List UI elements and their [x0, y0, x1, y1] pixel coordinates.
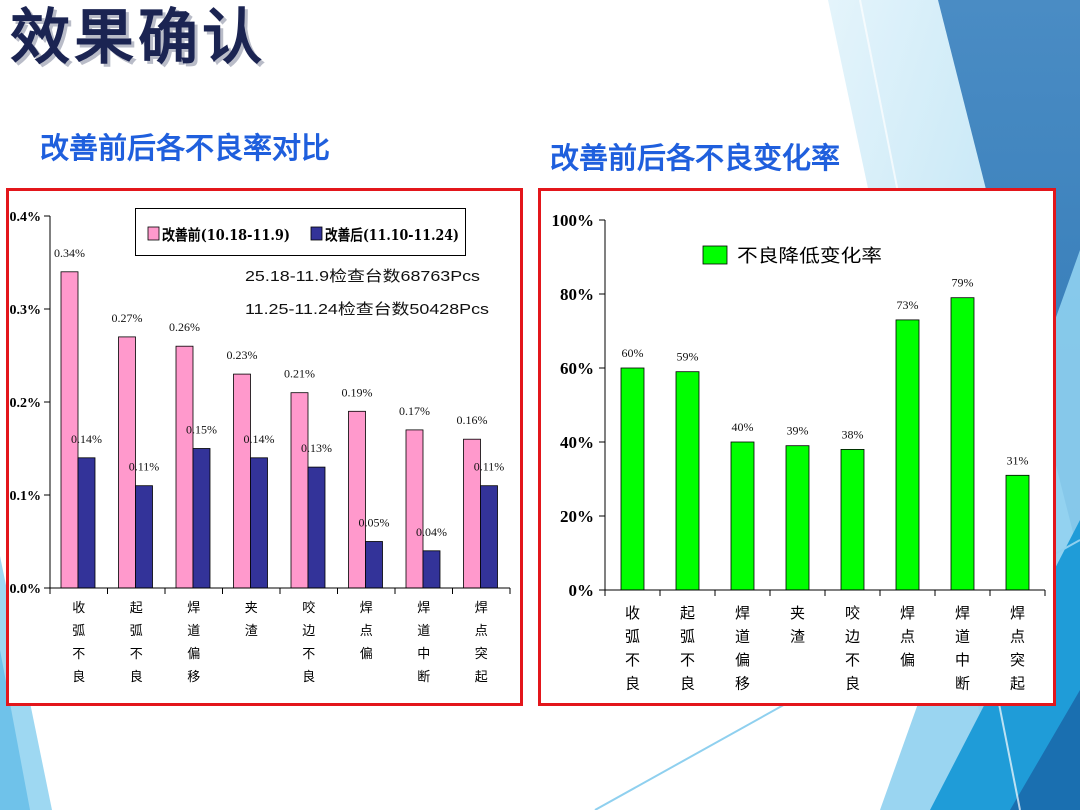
- left-chart-frame: [6, 188, 523, 706]
- slide-title: 效果确认: [10, 3, 266, 73]
- right-chart-heading: 改善前后各不良变化率: [550, 143, 841, 175]
- left-chart-heading: 改善前后各不良率对比: [40, 133, 331, 165]
- right-chart-frame: [538, 188, 1056, 706]
- facet-shape: [1010, 690, 1080, 810]
